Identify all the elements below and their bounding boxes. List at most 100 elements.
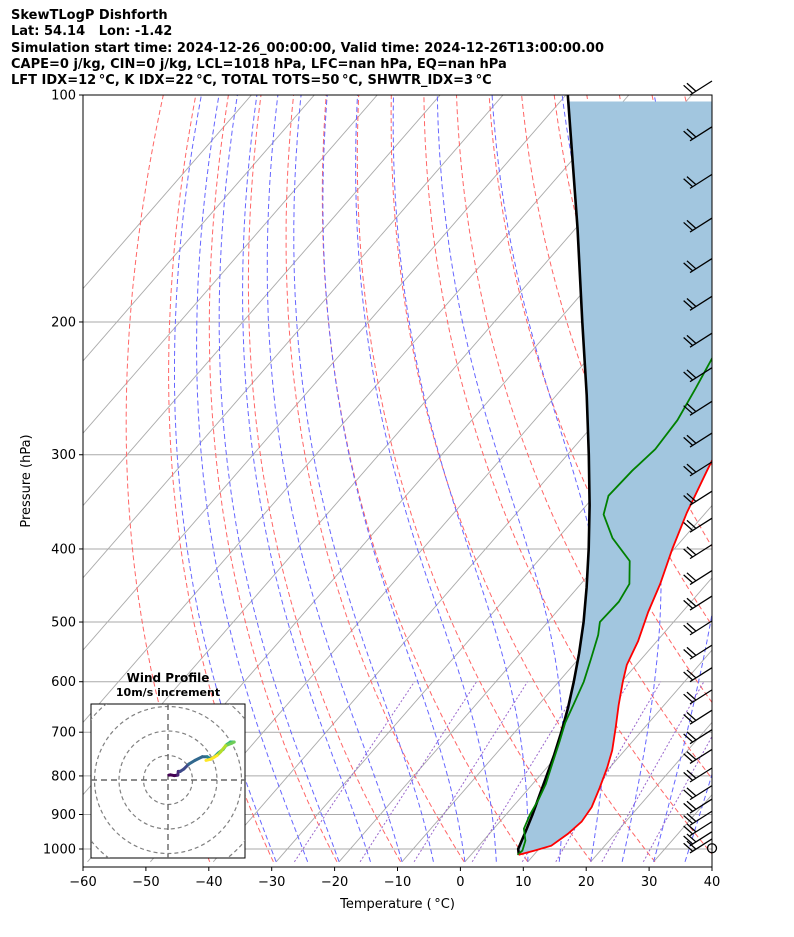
isotherm-line	[275, 360, 712, 863]
wind-barb	[706, 843, 718, 854]
y-tick-label: 800	[51, 769, 76, 784]
y-tick-label: 900	[51, 808, 76, 823]
wind-barbs	[683, 80, 718, 854]
x-tick-label: −30	[258, 875, 285, 890]
wind-barb	[683, 461, 713, 477]
x-axis-label: Temperature ( °C)	[339, 897, 455, 912]
isotherm-line	[83, 95, 504, 579]
wind-barb	[683, 367, 713, 383]
y-tick-label: 500	[51, 616, 76, 631]
wind-barb	[683, 667, 713, 683]
cape-cin-shading	[518, 101, 712, 855]
wind-barb	[683, 400, 713, 416]
wind-barb	[683, 689, 713, 705]
dewpoint-line	[516, 356, 712, 856]
dry-adiabat	[717, 95, 794, 862]
indices-line: LFT IDX=12 °C, K IDX=22 °C, TOTAL TOTS=5…	[11, 73, 492, 89]
isotherm-line	[212, 287, 712, 863]
wind-barb	[683, 332, 713, 348]
mixing-ratio-line	[601, 681, 705, 863]
x-tick-label: 0	[456, 875, 464, 890]
isotherm-line	[590, 721, 712, 863]
y-tick-label: 300	[51, 448, 76, 463]
wind-barb	[683, 173, 713, 189]
temperature-line	[518, 458, 712, 856]
x-tick-label: 30	[641, 875, 658, 890]
wind-barb	[683, 785, 713, 801]
chart-header: SkewTLogP Dishforth Lat: 54.14 Lon: -1.4…	[11, 8, 604, 89]
cape-line: CAPE=0 j/kg, CIN=0 j/kg, LCL=1018 hPa, L…	[11, 56, 507, 72]
axes-layer: −60 −50 −40 −30 −20 −10 0 10 20 30 40 1000 900 800 700…	[19, 89, 720, 913]
y-tick-label: 400	[51, 542, 76, 557]
x-tick-label: 40	[704, 875, 721, 890]
wind-barb	[683, 810, 713, 826]
wind-barb	[683, 644, 713, 660]
wind-barb	[683, 258, 713, 274]
wind-barb	[683, 767, 713, 783]
moist-adiabat	[322, 95, 466, 862]
y-tick-label: 1000	[43, 843, 76, 858]
x-tick-label: −40	[195, 875, 222, 890]
y-axis-label: Pressure (hPa)	[19, 434, 34, 527]
isotherm-line	[83, 95, 315, 362]
mixing-ratio-line	[642, 735, 712, 863]
dry-adiabat	[208, 95, 338, 863]
moist-adiabat	[491, 95, 609, 862]
isotherm-line	[83, 95, 567, 651]
isotherm-line	[527, 649, 712, 863]
moist-adiabat	[242, 95, 371, 862]
station-title: SkewTLogP Dishforth	[11, 8, 168, 23]
dry-adiabat	[750, 95, 794, 862]
mixing-ratio-line	[293, 681, 415, 863]
moist-adiabat	[196, 95, 309, 862]
x-tick-label: 20	[578, 875, 595, 890]
wind-barb	[683, 729, 713, 745]
moist-adiabat	[266, 95, 403, 862]
hodograph-title: Wind Profile	[127, 671, 210, 685]
isotherm-line	[401, 504, 712, 863]
moist-adiabat	[218, 95, 340, 862]
wind-barb	[683, 709, 713, 725]
y-tick-label: 200	[51, 315, 76, 330]
moist-adiabat	[293, 95, 434, 862]
dry-adiabat	[390, 95, 656, 863]
dry-adiabat	[321, 95, 529, 863]
wind-barb	[683, 595, 713, 611]
x-tick-label: 10	[515, 875, 532, 890]
wind-barb	[683, 798, 713, 814]
dry-adiabat	[456, 95, 712, 780]
y-tick-label: 600	[51, 675, 76, 690]
wind-barb	[683, 544, 713, 560]
moist-adiabat	[653, 95, 712, 862]
wind-barb	[683, 821, 713, 837]
dry-adiabat	[247, 95, 402, 863]
hodograph-subtitle: 10m/s increment	[116, 686, 220, 699]
dry-adiabat	[782, 95, 794, 862]
x-tick-label: −20	[321, 875, 348, 890]
mixing-ratio-line	[359, 681, 478, 863]
moist-adiabat	[174, 95, 277, 863]
y-tick-label: 100	[51, 89, 76, 104]
wind-barb	[683, 490, 713, 506]
x-tick-label: −10	[384, 875, 411, 890]
moist-adiabat	[355, 95, 497, 862]
moist-adiabat	[717, 95, 794, 862]
dry-adiabat	[285, 95, 465, 863]
x-tick-label: −50	[132, 875, 159, 890]
wind-barb	[683, 831, 713, 847]
wind-barb	[683, 432, 713, 448]
wind-barb	[683, 570, 713, 586]
location-line: Lat: 54.14 Lon: -1.42	[11, 24, 173, 40]
parcel-profile-line	[516, 95, 591, 855]
y-tick-label: 700	[51, 726, 76, 741]
wind-barb	[683, 748, 713, 764]
data-layer	[516, 95, 712, 856]
dry-adiabat	[168, 95, 274, 863]
wind-barb	[683, 295, 713, 311]
wind-barb	[683, 217, 713, 233]
isotherm-line	[83, 95, 630, 724]
wind-barb	[683, 126, 713, 142]
mixing-ratio-line	[413, 681, 528, 863]
